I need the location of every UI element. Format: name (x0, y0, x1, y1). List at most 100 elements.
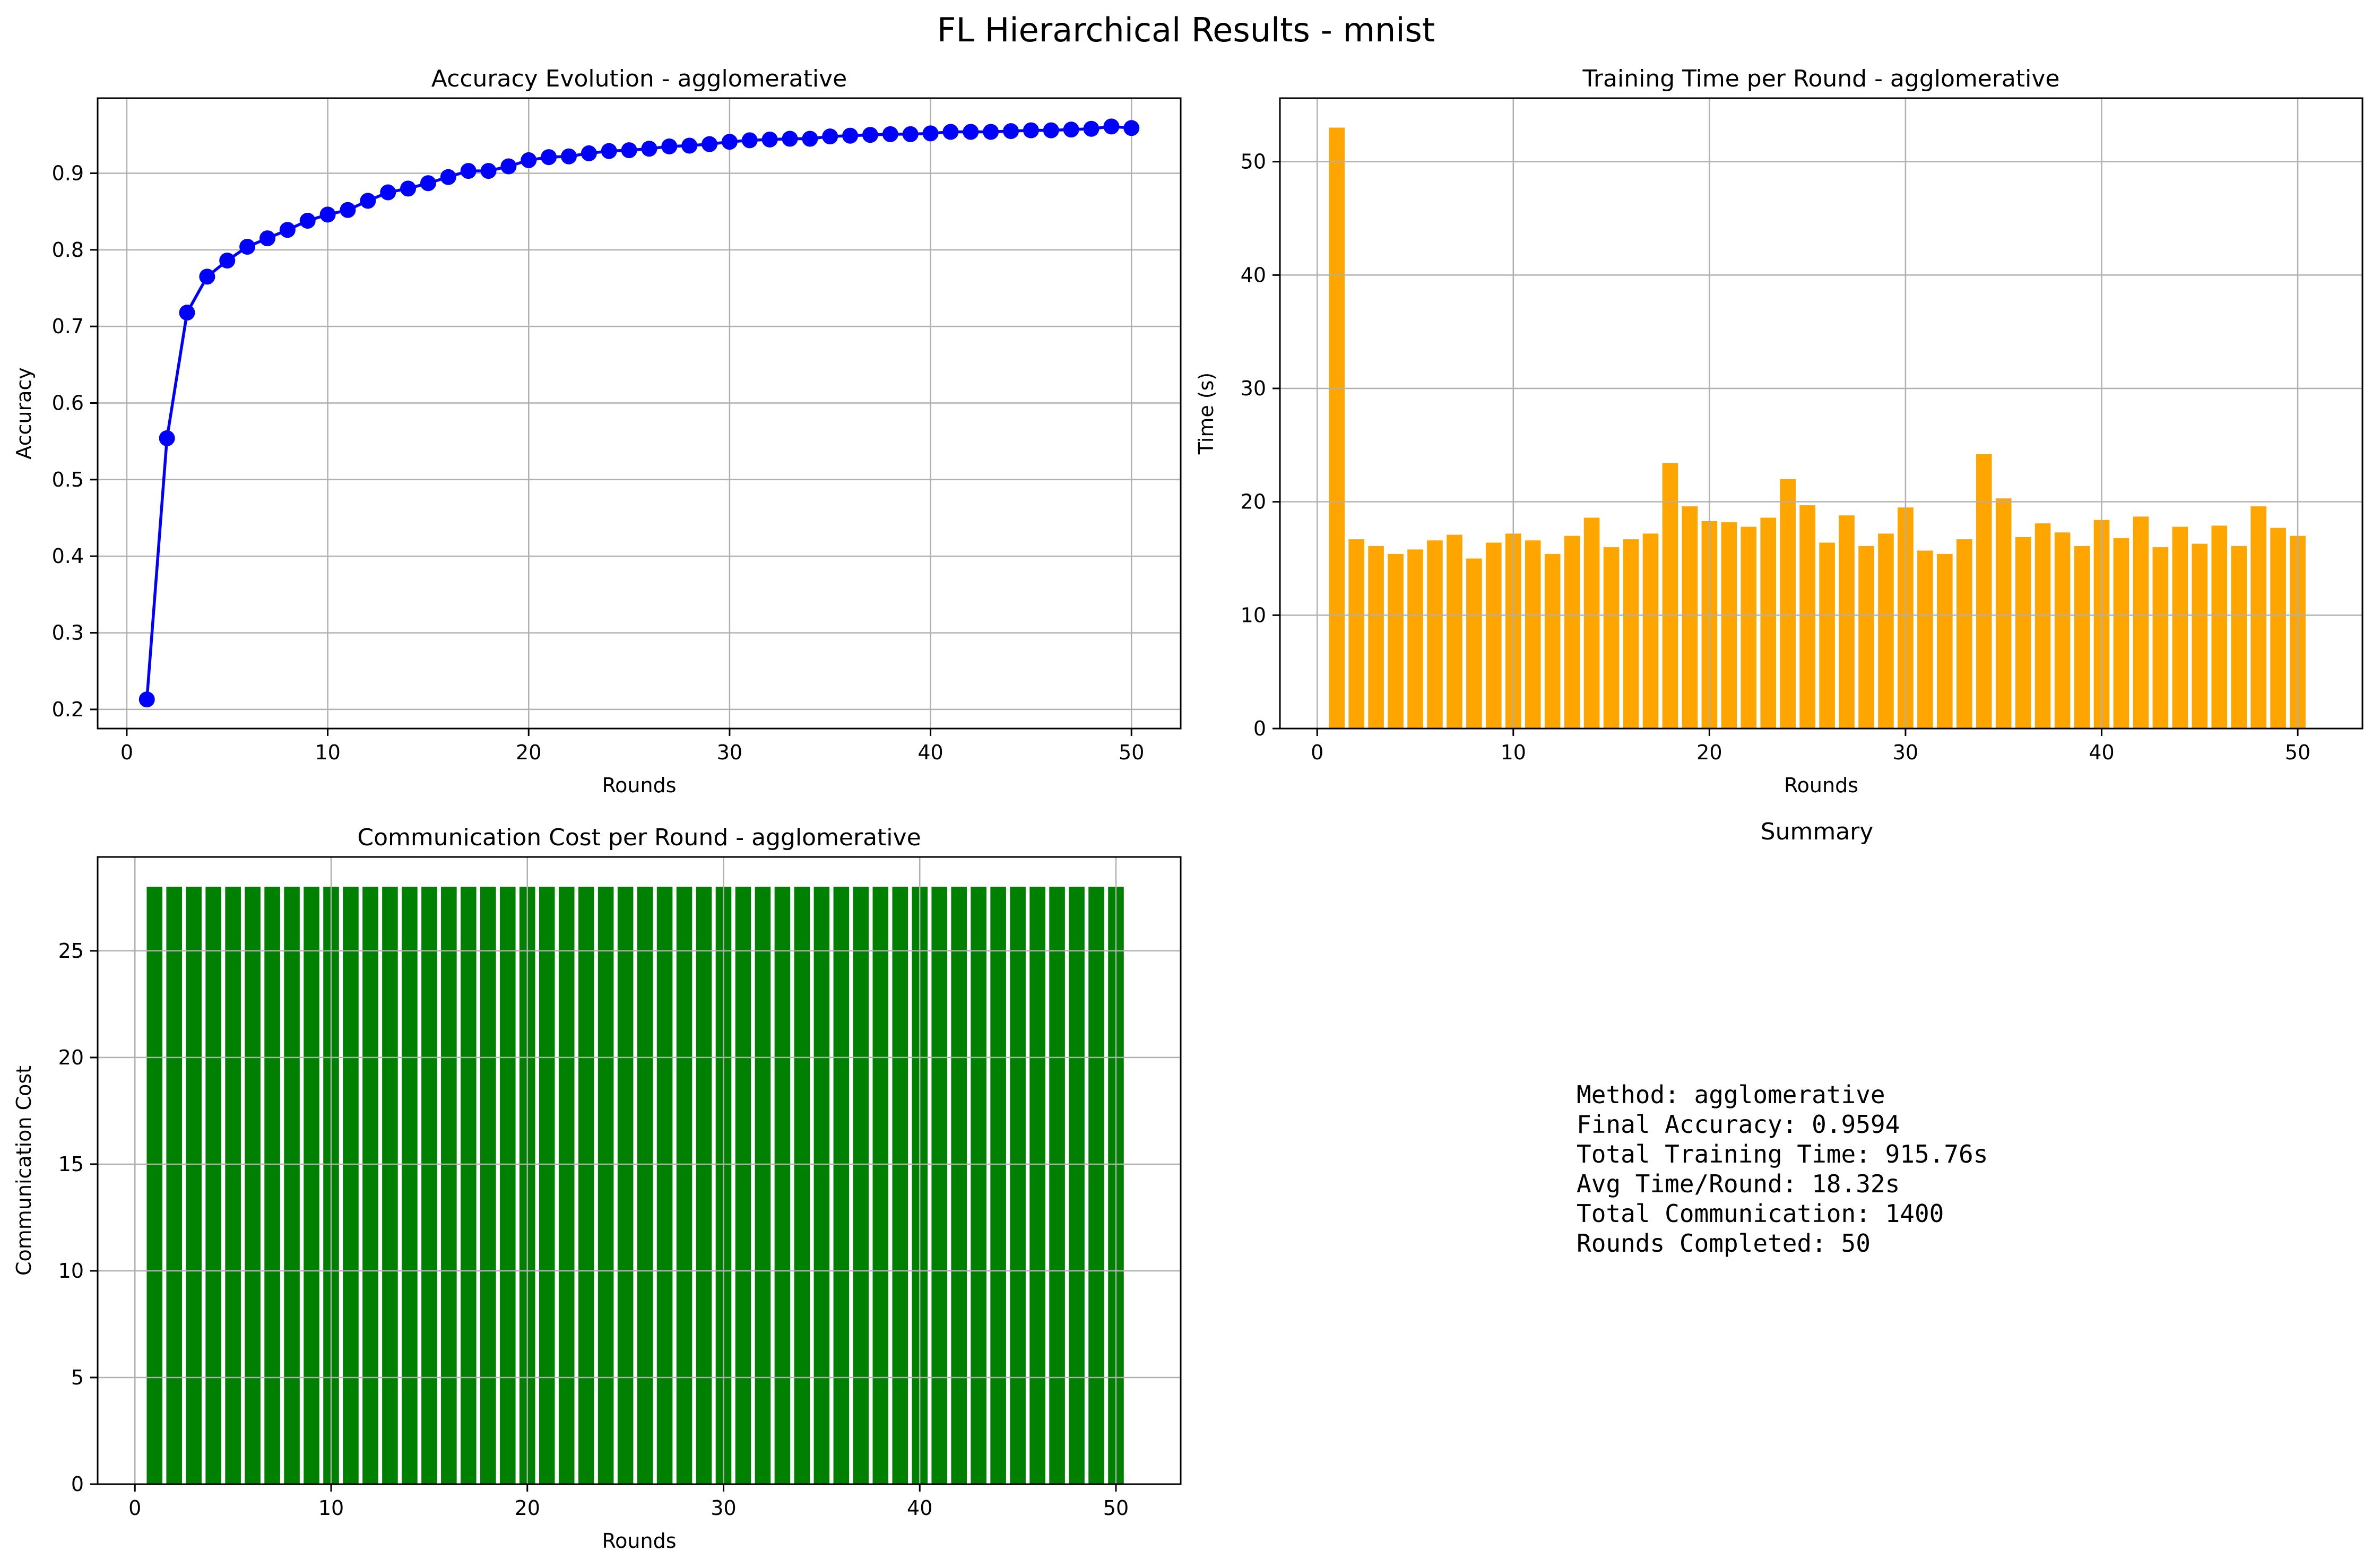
training-time-y-tick-label: 40 (1241, 263, 1266, 287)
accuracy-y-tick-label: 0.2 (52, 698, 84, 721)
communication-cost-bar (480, 887, 496, 1484)
training-time-bar (2113, 538, 2129, 729)
communication-cost-bar (735, 887, 751, 1484)
accuracy-point (601, 143, 617, 159)
accuracy-y-tick-label: 0.9 (52, 161, 84, 185)
communication-cost-bar (1029, 887, 1045, 1484)
accuracy-point (882, 126, 898, 142)
communication-cost-bar (1069, 887, 1085, 1484)
accuracy-y-tick-label: 0.6 (52, 392, 84, 415)
accuracy-panel: 0 10 20 30 40 50 0.2 0.3 0.4 0.5 0.6 0.7 0.8 0.9 Accur… (12, 65, 1182, 797)
accuracy-y-tick-label: 0.7 (52, 315, 84, 338)
accuracy-point (1023, 122, 1039, 138)
summary-title: Summary (1761, 818, 1874, 845)
communication-cost-bar (186, 887, 202, 1484)
training-time-bar (1682, 506, 1698, 729)
communication-cost-bar (343, 887, 359, 1484)
communication-cost-bar (892, 887, 908, 1484)
communication-cost-y-tick-label: 10 (58, 1259, 84, 1283)
training-time-bar (2211, 525, 2227, 729)
accuracy-point (862, 127, 878, 143)
communication-cost-bar (146, 887, 163, 1484)
training-time-bar (1780, 479, 1796, 729)
accuracy-point (681, 137, 698, 154)
accuracy-point (661, 138, 678, 154)
training-time-bar (1603, 547, 1620, 729)
communication-cost-bar (225, 887, 241, 1484)
training-time-bar (1760, 517, 1776, 729)
accuracy-point (721, 134, 738, 150)
accuracy-point (219, 253, 236, 269)
accuracy-point (1003, 123, 1019, 140)
communication-cost-data (146, 887, 1124, 1484)
communication-cost-bar (931, 887, 948, 1484)
communication-cost-x-tick-label: 0 (128, 1496, 141, 1520)
communication-cost-bar (441, 887, 457, 1484)
accuracy-point (782, 131, 798, 147)
communication-cost-x-tick-label: 20 (515, 1496, 540, 1520)
accuracy-x-tick-label: 10 (315, 741, 340, 764)
accuracy-title: Accuracy Evolution - agglomerative (431, 65, 847, 92)
accuracy-point (541, 149, 557, 166)
accuracy-point (239, 239, 256, 255)
accuracy-point (279, 222, 296, 238)
communication-cost-x-tick-label: 50 (1103, 1496, 1129, 1520)
training-time-bar (1329, 127, 1345, 729)
communication-cost-y-tick-label: 0 (71, 1472, 84, 1496)
accuracy-y-tick-label: 0.5 (52, 468, 84, 491)
accuracy-y-tick-label: 0.4 (52, 544, 84, 568)
training-time-x-tick-label: 40 (2089, 741, 2114, 764)
accuracy-point (199, 268, 215, 285)
accuracy-point (299, 212, 316, 229)
training-time-bar (1995, 498, 2012, 729)
accuracy-point (802, 131, 818, 147)
summary-line-final-accuracy: Final Accuracy: 0.9594 (1577, 1110, 1900, 1139)
training-time-bar (1937, 553, 1953, 729)
training-time-bar (1583, 517, 1600, 729)
accuracy-point (942, 124, 959, 140)
training-time-x-axis-label: Rounds (1784, 774, 1858, 797)
communication-cost-bar (813, 887, 830, 1484)
accuracy-point (480, 163, 497, 179)
training-time-x-tick-label: 30 (1893, 741, 1918, 764)
communication-cost-bar (696, 887, 712, 1484)
summary-line-total-training-time: Total Training Time: 915.76s (1577, 1140, 1988, 1168)
communication-cost-x-tick-label: 30 (711, 1496, 736, 1520)
communication-cost-bar (1010, 887, 1026, 1484)
summary-line-rounds-completed: Rounds Completed: 50 (1577, 1229, 1871, 1258)
accuracy-x-tick-label: 0 (120, 741, 133, 764)
accuracy-point (340, 202, 356, 218)
accuracy-point (500, 158, 517, 175)
summary-panel: Summary Method: agglomerative Final Accu… (1577, 818, 1988, 1258)
accuracy-grid (98, 98, 1181, 729)
accuracy-axes-frame (97, 97, 1182, 730)
communication-cost-bar (853, 887, 869, 1484)
training-time-x-tick-label: 10 (1501, 741, 1526, 764)
communication-cost-bar (833, 887, 850, 1484)
training-time-bar (1976, 454, 1992, 729)
summary-line-avg-time: Avg Time/Round: 18.32s (1577, 1169, 1900, 1198)
communication-cost-bar (951, 887, 967, 1484)
accuracy-x-axis-label: Rounds (602, 774, 676, 797)
training-time-x-tick-label: 20 (1696, 741, 1722, 764)
communication-cost-bar (362, 887, 378, 1484)
communication-cost-bar (539, 887, 555, 1484)
communication-cost-bar (382, 887, 398, 1484)
communication-cost-bar (1088, 887, 1104, 1484)
accuracy-point (741, 132, 758, 149)
figure-title: FL Hierarchical Results - mnist (937, 11, 1435, 49)
accuracy-series-line (145, 125, 1132, 700)
communication-cost-x-tick-label: 10 (318, 1496, 344, 1520)
communication-cost-y-tick-label: 15 (58, 1153, 84, 1176)
communication-cost-bar (755, 887, 771, 1484)
accuracy-point (902, 126, 919, 142)
training-time-y-tick-label: 30 (1241, 377, 1266, 400)
accuracy-x-tick-label: 50 (1119, 741, 1144, 764)
accuracy-point (1123, 120, 1140, 136)
accuracy-point (963, 124, 979, 140)
training-time-bar (2133, 516, 2149, 729)
communication-cost-bar (578, 887, 594, 1484)
communication-cost-bar (245, 887, 261, 1484)
training-time-bar (2054, 532, 2071, 729)
